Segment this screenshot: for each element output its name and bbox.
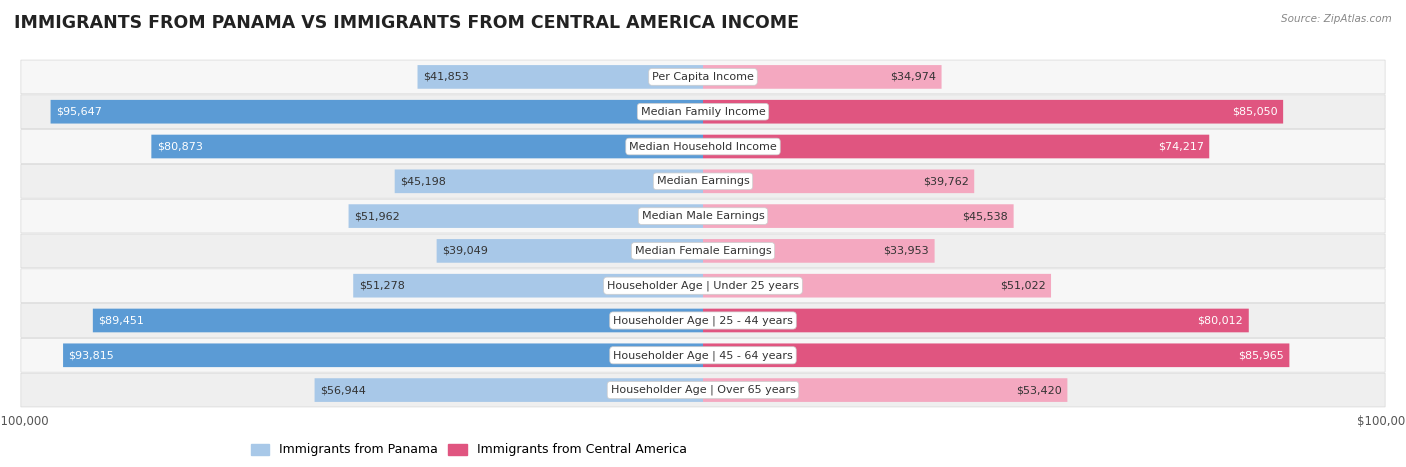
FancyBboxPatch shape <box>21 269 1385 303</box>
Text: Source: ZipAtlas.com: Source: ZipAtlas.com <box>1281 14 1392 24</box>
Text: $39,049: $39,049 <box>441 246 488 256</box>
FancyBboxPatch shape <box>703 204 1014 228</box>
Text: $93,815: $93,815 <box>69 350 114 360</box>
Text: $89,451: $89,451 <box>98 316 145 325</box>
Text: $51,962: $51,962 <box>354 211 399 221</box>
FancyBboxPatch shape <box>703 170 974 193</box>
FancyBboxPatch shape <box>21 164 1385 198</box>
Text: $85,050: $85,050 <box>1232 107 1278 117</box>
Text: $85,965: $85,965 <box>1239 350 1284 360</box>
FancyBboxPatch shape <box>703 134 1209 158</box>
FancyBboxPatch shape <box>21 373 1385 407</box>
FancyBboxPatch shape <box>93 309 703 333</box>
Text: $74,217: $74,217 <box>1157 142 1204 151</box>
FancyBboxPatch shape <box>349 204 703 228</box>
FancyBboxPatch shape <box>418 65 703 89</box>
FancyBboxPatch shape <box>395 170 703 193</box>
Text: $53,420: $53,420 <box>1017 385 1062 395</box>
FancyBboxPatch shape <box>21 199 1385 233</box>
Text: Median Family Income: Median Family Income <box>641 107 765 117</box>
Text: Per Capita Income: Per Capita Income <box>652 72 754 82</box>
FancyBboxPatch shape <box>152 134 703 158</box>
FancyBboxPatch shape <box>703 378 1067 402</box>
Text: $45,538: $45,538 <box>963 211 1008 221</box>
Legend: Immigrants from Panama, Immigrants from Central America: Immigrants from Panama, Immigrants from … <box>246 439 692 461</box>
FancyBboxPatch shape <box>703 100 1284 124</box>
FancyBboxPatch shape <box>703 239 935 263</box>
FancyBboxPatch shape <box>21 234 1385 268</box>
Text: Householder Age | 45 - 64 years: Householder Age | 45 - 64 years <box>613 350 793 361</box>
Text: $80,873: $80,873 <box>157 142 202 151</box>
Text: $33,953: $33,953 <box>883 246 929 256</box>
FancyBboxPatch shape <box>437 239 703 263</box>
Text: Median Household Income: Median Household Income <box>628 142 778 151</box>
FancyBboxPatch shape <box>703 309 1249 333</box>
Text: Median Earnings: Median Earnings <box>657 177 749 186</box>
FancyBboxPatch shape <box>21 60 1385 94</box>
FancyBboxPatch shape <box>21 95 1385 128</box>
Text: Median Male Earnings: Median Male Earnings <box>641 211 765 221</box>
FancyBboxPatch shape <box>315 378 703 402</box>
Text: IMMIGRANTS FROM PANAMA VS IMMIGRANTS FROM CENTRAL AMERICA INCOME: IMMIGRANTS FROM PANAMA VS IMMIGRANTS FRO… <box>14 14 799 32</box>
Text: Householder Age | Under 25 years: Householder Age | Under 25 years <box>607 281 799 291</box>
Text: Householder Age | Over 65 years: Householder Age | Over 65 years <box>610 385 796 396</box>
Text: $80,012: $80,012 <box>1198 316 1243 325</box>
Text: Householder Age | 25 - 44 years: Householder Age | 25 - 44 years <box>613 315 793 326</box>
Text: $51,022: $51,022 <box>1000 281 1046 290</box>
Text: $41,853: $41,853 <box>423 72 468 82</box>
FancyBboxPatch shape <box>703 274 1052 297</box>
Text: $95,647: $95,647 <box>56 107 101 117</box>
Text: Median Female Earnings: Median Female Earnings <box>634 246 772 256</box>
Text: $56,944: $56,944 <box>321 385 366 395</box>
FancyBboxPatch shape <box>21 304 1385 337</box>
FancyBboxPatch shape <box>703 65 942 89</box>
FancyBboxPatch shape <box>21 130 1385 163</box>
Text: $45,198: $45,198 <box>401 177 446 186</box>
Text: $34,974: $34,974 <box>890 72 936 82</box>
FancyBboxPatch shape <box>63 343 703 367</box>
FancyBboxPatch shape <box>51 100 703 124</box>
Text: $39,762: $39,762 <box>922 177 969 186</box>
FancyBboxPatch shape <box>21 339 1385 372</box>
FancyBboxPatch shape <box>353 274 703 297</box>
FancyBboxPatch shape <box>703 343 1289 367</box>
Text: $51,278: $51,278 <box>359 281 405 290</box>
